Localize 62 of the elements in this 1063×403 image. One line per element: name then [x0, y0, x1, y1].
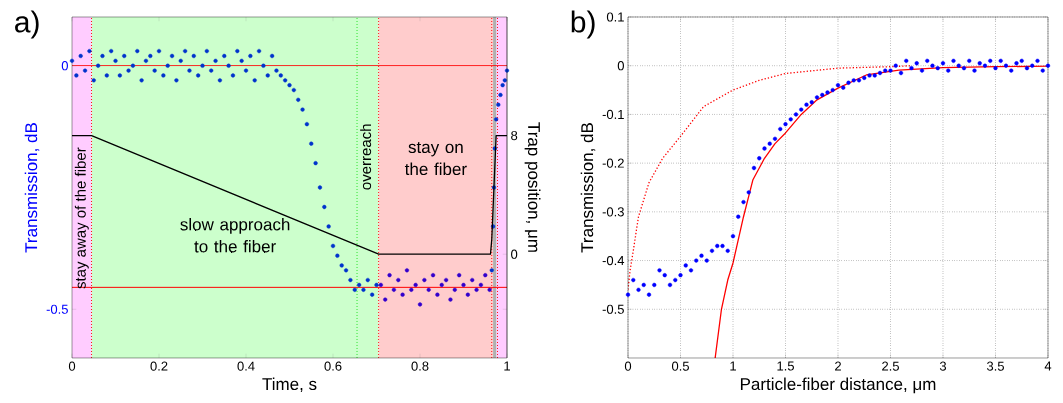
point [474, 287, 479, 292]
point [452, 287, 457, 292]
x-tick-label: 0.6 [324, 361, 342, 371]
point [387, 273, 392, 278]
x-tick-label: 1.5 [777, 361, 794, 371]
y-tick-label: -0.5 [46, 304, 68, 314]
point [409, 287, 414, 292]
x-tick-label: 0.5 [671, 361, 689, 371]
x-tick-label: 4 [1044, 361, 1052, 371]
y2-tick-label: 0 [511, 249, 518, 259]
ref-line-label: overreach [360, 124, 372, 190]
point [413, 282, 418, 288]
point [426, 287, 431, 292]
chart-title: a) [15, 10, 39, 39]
y-tick-label: -0.1 [602, 109, 624, 120]
y-axis-title: Transmission, dB [580, 123, 596, 253]
x-tick-label: 0.4 [237, 361, 255, 371]
y2-tick-label: 8 [511, 130, 518, 141]
x-tick-label: 1 [730, 361, 736, 371]
y-tick-label: -0.2 [602, 158, 624, 168]
point [391, 287, 397, 292]
x-tick-label: 3 [939, 361, 947, 371]
point [378, 282, 383, 288]
point [417, 302, 423, 307]
point [383, 297, 388, 302]
point [422, 277, 427, 283]
point [483, 273, 488, 278]
x-tick-label: 0 [624, 361, 632, 371]
y-tick-label: -0.3 [602, 207, 624, 217]
x-tick-label: 2 [835, 361, 841, 371]
band-label: stay on the fiber [404, 141, 467, 176]
y-tick-label: 0 [617, 61, 624, 71]
point [470, 277, 475, 283]
x-axis-title: Time, s [262, 377, 317, 393]
point [465, 292, 470, 297]
point [461, 282, 466, 288]
point [435, 292, 440, 297]
point [457, 273, 462, 278]
x-axis-title: Particle-fiber distance, μm [740, 377, 936, 394]
point [439, 282, 444, 288]
y-axis-title: Transmission, dB [24, 123, 40, 253]
x-tick-label: 1 [504, 361, 510, 371]
point [400, 292, 405, 297]
x-tick-label: 0.2 [150, 361, 168, 371]
point [404, 268, 410, 273]
x-tick-label: 2.5 [882, 361, 899, 371]
y2-axis-title: Trap position, μm [524, 122, 541, 252]
band-label: stay away of the fiber [74, 147, 89, 289]
point [478, 282, 483, 288]
point [430, 273, 436, 278]
point [448, 297, 453, 302]
chart-title: b) [571, 10, 595, 39]
x-tick-label: 0.8 [411, 361, 429, 371]
x-tick-label: 3.5 [986, 361, 1004, 371]
band-label: slow approach to the fiber [180, 217, 290, 253]
point [444, 277, 449, 283]
y-tick-label: -0.4 [602, 255, 625, 266]
y-tick-label: 0.1 [606, 12, 624, 22]
x-tick-label: 0 [68, 361, 76, 371]
point [487, 287, 492, 292]
y-tick-label: -0.5 [602, 304, 624, 314]
point [396, 277, 401, 283]
